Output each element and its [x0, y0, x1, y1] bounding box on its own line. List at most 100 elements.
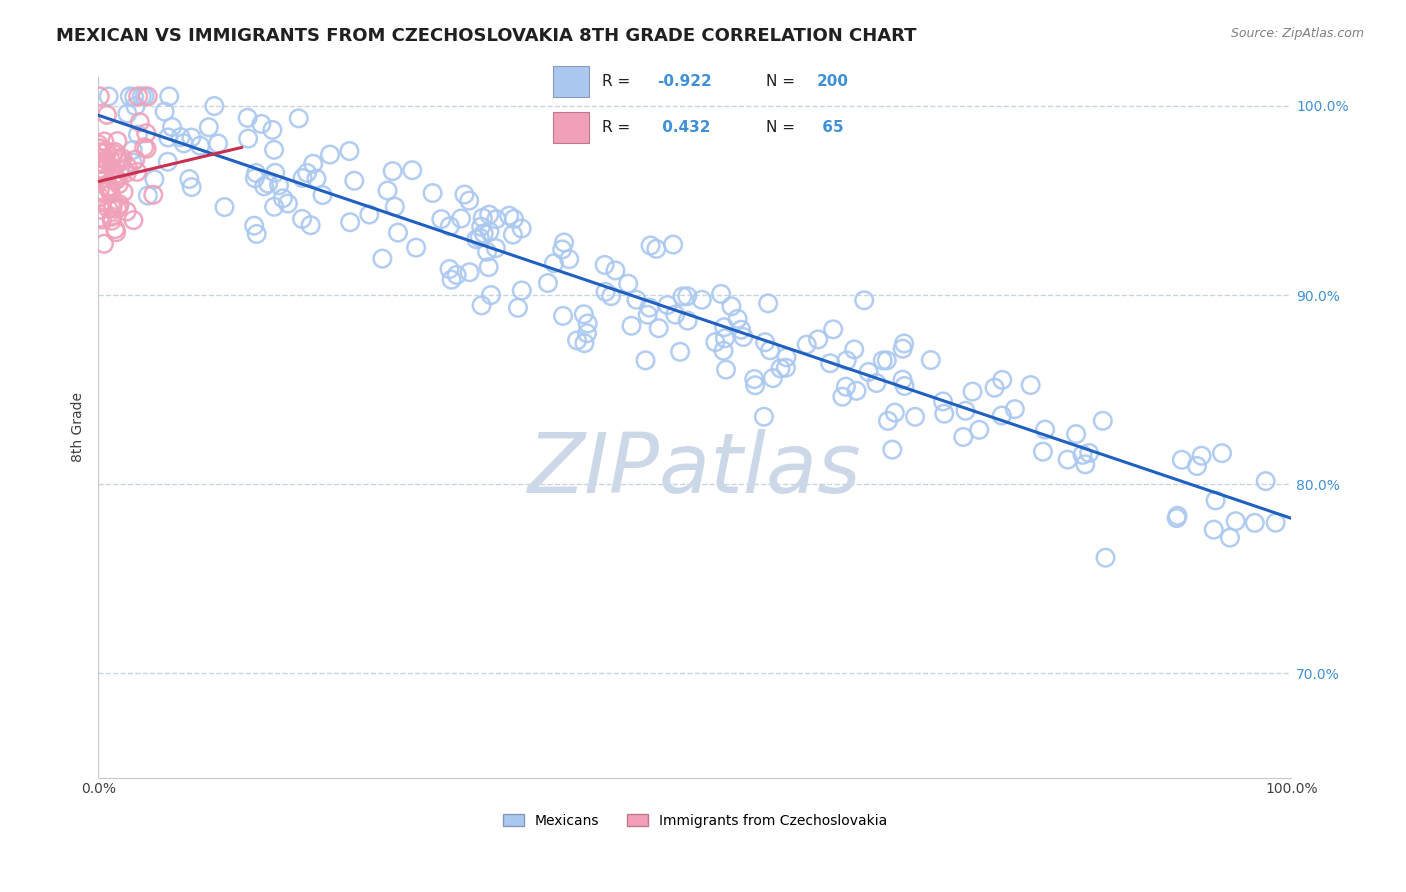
Point — [638, 301, 661, 315]
Point — [105, 202, 128, 216]
Point — [157, 89, 180, 103]
Point — [537, 276, 560, 290]
Point — [103, 173, 125, 187]
Point — [97, 202, 120, 216]
Point — [600, 289, 623, 303]
Point — [377, 184, 399, 198]
Point — [305, 171, 328, 186]
Point — [90, 145, 112, 160]
Point — [648, 321, 671, 335]
Point — [952, 430, 974, 444]
Point — [97, 183, 120, 197]
Point — [662, 237, 685, 252]
Point — [1004, 402, 1026, 417]
Point — [754, 335, 776, 350]
Point — [756, 296, 779, 310]
Point — [620, 318, 643, 333]
Point — [574, 336, 596, 351]
Point — [381, 164, 404, 178]
Point — [498, 209, 520, 223]
Point — [617, 277, 640, 291]
Point — [299, 218, 322, 232]
Point — [823, 322, 845, 336]
Point — [108, 200, 131, 214]
Point — [713, 320, 735, 334]
Point — [104, 145, 127, 159]
Point — [91, 151, 114, 165]
Point — [97, 180, 120, 194]
Point — [775, 351, 797, 365]
Point — [97, 89, 120, 103]
Point — [291, 171, 314, 186]
Point — [295, 166, 318, 180]
Point — [156, 154, 179, 169]
Point — [440, 273, 463, 287]
Point — [1225, 514, 1247, 528]
Point — [101, 210, 124, 224]
Text: N =: N = — [766, 120, 800, 135]
Point — [893, 379, 915, 393]
Point — [576, 317, 599, 331]
Point — [714, 362, 737, 376]
Point — [98, 180, 121, 194]
Point — [105, 172, 128, 186]
Point — [831, 390, 853, 404]
Point — [1185, 458, 1208, 473]
Point — [250, 117, 273, 131]
Point — [1219, 531, 1241, 545]
Point — [135, 126, 157, 140]
Point — [752, 409, 775, 424]
Point — [991, 373, 1014, 387]
Point — [446, 268, 468, 282]
Point — [202, 99, 225, 113]
Point — [101, 196, 124, 211]
Point — [742, 372, 765, 386]
Point — [243, 219, 266, 233]
Point — [111, 151, 134, 165]
Point — [136, 188, 159, 202]
Point — [759, 343, 782, 358]
Point — [720, 299, 742, 313]
Point — [115, 204, 138, 219]
Point — [257, 177, 280, 191]
Point — [882, 442, 904, 457]
Point — [1254, 474, 1277, 488]
Point — [387, 226, 409, 240]
Point — [359, 207, 381, 221]
Point — [450, 211, 472, 226]
Point — [89, 211, 111, 225]
Point — [117, 106, 139, 120]
Point — [471, 298, 494, 312]
Point — [1167, 508, 1189, 523]
Point — [891, 342, 914, 356]
Point — [339, 144, 361, 158]
Point — [87, 137, 110, 152]
Point — [471, 211, 494, 225]
Point — [664, 308, 686, 322]
Point — [198, 120, 221, 135]
Point — [845, 384, 868, 398]
Point — [1056, 452, 1078, 467]
Point — [112, 185, 135, 199]
Point — [669, 344, 692, 359]
Point — [690, 293, 713, 307]
Point — [118, 89, 141, 103]
Point — [453, 187, 475, 202]
Point — [103, 168, 125, 182]
Point — [991, 409, 1014, 423]
Point — [1074, 458, 1097, 472]
Point — [465, 232, 488, 246]
Text: MEXICAN VS IMMIGRANTS FROM CZECHOSLOVAKIA 8TH GRADE CORRELATION CHART: MEXICAN VS IMMIGRANTS FROM CZECHOSLOVAKI… — [56, 27, 917, 45]
Point — [267, 178, 290, 193]
FancyBboxPatch shape — [553, 66, 589, 96]
Point — [121, 143, 143, 157]
Point — [470, 219, 492, 234]
Point — [1094, 550, 1116, 565]
Point — [637, 308, 659, 322]
Point — [101, 202, 124, 216]
Point — [127, 128, 149, 142]
Point — [136, 89, 159, 103]
Text: 200: 200 — [817, 74, 849, 88]
Point — [796, 337, 818, 351]
Point — [131, 89, 153, 103]
